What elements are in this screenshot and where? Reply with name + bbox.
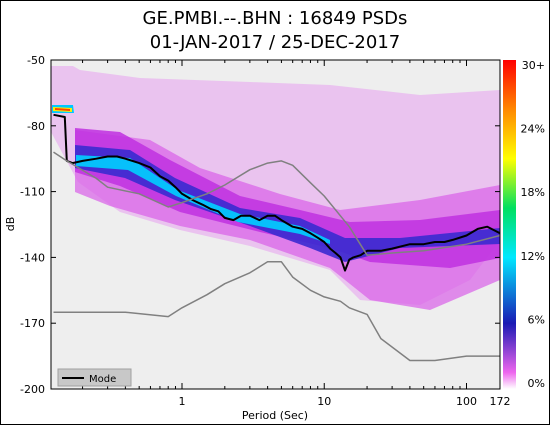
y-tick-label: -170 [20, 317, 45, 330]
y-tick-label: -80 [27, 120, 45, 133]
colorbar-tick-label: 6% [528, 313, 545, 326]
noise-model-line-1 [53, 151, 500, 256]
colorbar-tick-label: 0% [528, 377, 545, 390]
colorbar [503, 60, 516, 389]
colorbar-tick-label: 24% [521, 123, 545, 136]
legend-box [57, 368, 132, 387]
x-ticks [82, 60, 467, 389]
y-tick-labels: -50 -80 -110 -140 -170 -200 [20, 54, 45, 396]
colorbar-tick-label: 18% [521, 186, 545, 199]
x-tick-label: 10 [317, 395, 331, 408]
legend: Mode [57, 368, 132, 387]
y-tick-label: -200 [20, 383, 45, 396]
mode-line [53, 113, 500, 272]
x-tick-labels: 1 10 100 172 [178, 395, 510, 408]
colorbar-tick-label: 12% [521, 250, 545, 263]
psd-density [51, 66, 500, 310]
series-lines [53, 113, 500, 362]
chart-title: GE.PMBI.--.BHN : 16849 PSDs [142, 8, 408, 29]
noise-model-line-2 [53, 261, 500, 362]
x-tick-label: 100 [456, 395, 477, 408]
y-ticks [51, 59, 500, 390]
x-axis-label: Period (Sec) [242, 409, 308, 422]
y-axis-label: dB [4, 217, 17, 232]
legend-mode-label: Mode [89, 374, 116, 385]
x-tick-label: 172 [490, 395, 511, 408]
y-tick-label: -140 [20, 251, 45, 264]
colorbar-tick-label: 30+ [522, 59, 545, 72]
chart-subtitle: 01-JAN-2017 / 25-DEC-2017 [149, 32, 401, 53]
y-tick-label: -50 [27, 54, 45, 67]
colorbar-tick-labels: 0% 6% 12% 18% 24% 30+ [521, 59, 545, 390]
x-tick-label: 1 [178, 395, 185, 408]
plot-border [50, 59, 501, 390]
y-tick-label: -110 [20, 186, 45, 199]
